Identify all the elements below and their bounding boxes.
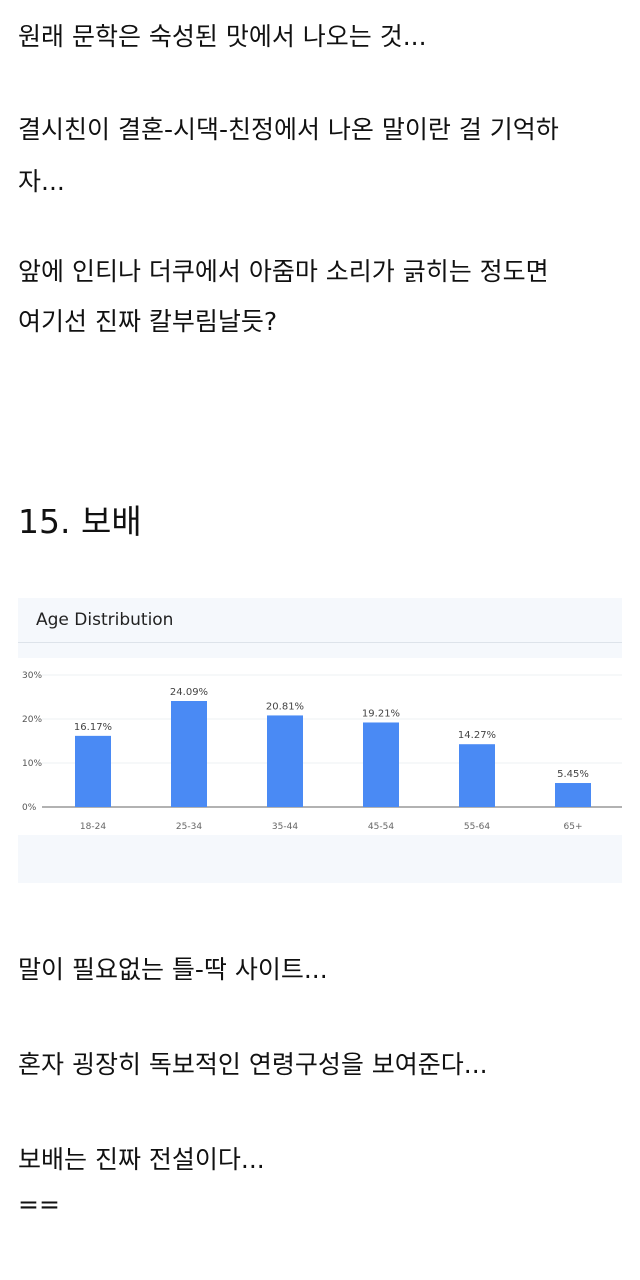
paragraph: == [18,1190,60,1219]
bar-65+ [555,783,591,807]
x-tick-label: 45-54 [368,822,394,832]
paragraph: 앞에 인티나 더쿠에서 아줌마 소리가 긁히는 정도면 [18,257,549,286]
age-distribution-chart: Age Distribution 0% 10% 20% 30% 16.17% 18-24 2… [18,598,622,883]
bar-55-64 [459,744,495,807]
paragraph: 여기선 진짜 칼부림날듯? [18,307,278,336]
paragraph: 보배는 진짜 전설이다... [18,1145,265,1174]
x-tick-label: 65+ [564,822,583,832]
x-tick-label: 18-24 [80,822,106,832]
bar-18-24 [75,735,111,807]
data-label: 5.45% [557,769,589,780]
paragraph: 결시친이 결혼-시댁-친정에서 나온 말이란 걸 기억하 [18,115,559,144]
data-label: 20.81% [266,701,304,712]
paragraph: 자... [18,167,65,196]
paragraph: 말이 필요없는 틀-딱 사이트... [18,955,328,984]
x-tick-label: 25-34 [176,822,202,832]
bar-25-34 [171,701,207,807]
y-tick-label: 10% [22,759,42,769]
y-tick-label: 0% [22,803,37,813]
data-label: 16.17% [74,722,112,733]
x-tick-label: 35-44 [272,822,298,832]
bar-45-54 [363,722,399,807]
section-heading: 15. 보배 [18,502,142,541]
x-tick-label: 55-64 [464,822,490,832]
y-tick-label: 30% [22,671,42,681]
chart-title: Age Distribution [36,610,174,630]
bar-35-44 [267,715,303,807]
paragraph: 혼자 굉장히 독보적인 연령구성을 보여준다... [18,1050,488,1079]
chart-plot: 0% 10% 20% 30% 16.17% 18-24 24.09% 25-34 20.81% 3… [18,658,622,835]
data-label: 24.09% [170,687,208,698]
plot-background [18,658,622,835]
data-label: 19.21% [362,708,400,719]
paragraph: 원래 문학은 숙성된 맛에서 나오는 것... [18,22,427,51]
divider [18,642,622,643]
y-tick-label: 20% [22,715,42,725]
data-label: 14.27% [458,730,496,741]
